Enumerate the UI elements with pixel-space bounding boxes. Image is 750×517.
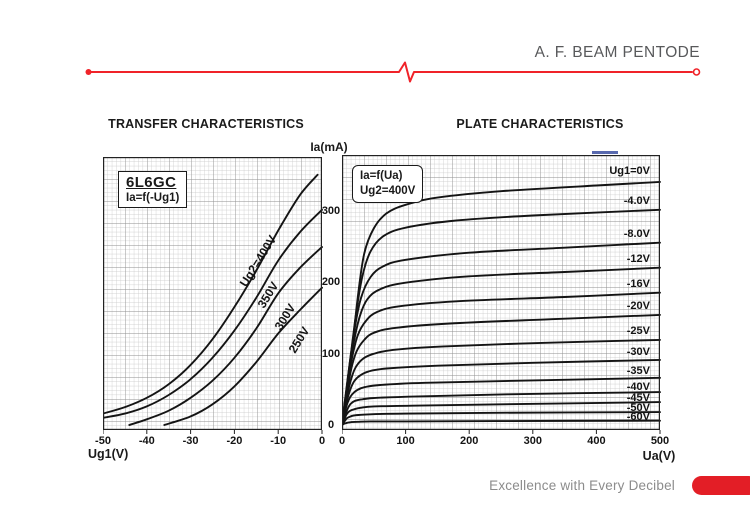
x-axis-label-ua: Ua(V) xyxy=(642,449,676,463)
y-tick-label: 100 xyxy=(321,347,341,360)
transfer-function-label: Ia=f(-Ug1) xyxy=(126,192,180,204)
x-tick-label: 0 xyxy=(338,435,346,447)
plate-curve-label: -12V xyxy=(626,253,650,266)
plate-curve-label: -60V xyxy=(626,411,650,424)
plate-curve-label: -25V xyxy=(626,325,650,338)
plate-curve-label: -30V xyxy=(626,346,650,359)
footer-red-accent-pill xyxy=(692,476,750,495)
y-tick-label: 300 xyxy=(321,204,341,217)
footer-tagline: Excellence with Every Decibel xyxy=(489,478,675,493)
plate-curve-label: -50V xyxy=(626,401,650,414)
y-tick-label: 0 xyxy=(327,419,335,431)
plate-condition-annotation-box: Ia=f(Ua) Ug2=400V xyxy=(352,165,424,203)
plate-curve-label: Ug1=0V xyxy=(609,165,650,178)
page-header-title: A. F. BEAM PENTODE xyxy=(534,44,700,61)
line-start-dot xyxy=(85,69,92,75)
tube-type-label: 6L6GC xyxy=(126,174,177,191)
plate-chart-plot xyxy=(342,155,661,434)
plate-curve-label: -45V xyxy=(626,391,650,404)
plate-chart-title: PLATE CHARACTERISTICS xyxy=(456,117,624,131)
x-tick-label: -10 xyxy=(270,435,287,447)
x-tick-label: 200 xyxy=(460,435,479,447)
transfer-chart-plot xyxy=(103,157,323,434)
tube-type-annotation-box: 6L6GC Ia=f(-Ug1) xyxy=(118,171,188,208)
plate-curve-label: -35V xyxy=(626,365,650,378)
x-tick-label: 0 xyxy=(318,435,326,447)
screen-voltage-label: Ug2=400V xyxy=(360,184,416,197)
x-tick-label: 400 xyxy=(587,435,606,447)
plate-curve-label: -40V xyxy=(626,380,650,393)
plate-curve-label: -20V xyxy=(626,300,650,313)
plate-curve-label: -16V xyxy=(626,278,650,291)
transfer-chart-title: TRANSFER CHARACTERISTICS xyxy=(108,117,304,131)
x-tick-label: 300 xyxy=(523,435,542,447)
x-tick-label: -40 xyxy=(138,435,155,447)
x-axis-label-ug1: Ug1(V) xyxy=(88,447,129,461)
blue-scan-artifact-mark xyxy=(592,151,618,154)
plate-curve-label: -8.0V xyxy=(623,228,650,241)
plate-function-label: Ia=f(Ua) xyxy=(360,170,403,182)
pulse-line xyxy=(87,61,693,83)
y-tick-label: 200 xyxy=(321,276,341,288)
heartbeat-divider-line xyxy=(85,61,701,83)
x-tick-label: -50 xyxy=(95,435,111,447)
x-tick-label: -30 xyxy=(182,435,199,447)
y-axis-label-ia-ma: Ia(mA) xyxy=(310,140,348,154)
x-tick-label: 500 xyxy=(650,435,670,447)
x-tick-label: -20 xyxy=(226,435,243,447)
x-tick-label: 100 xyxy=(396,435,415,447)
plate-curve-label: -4.0V xyxy=(623,195,650,208)
line-end-ring xyxy=(692,68,701,76)
